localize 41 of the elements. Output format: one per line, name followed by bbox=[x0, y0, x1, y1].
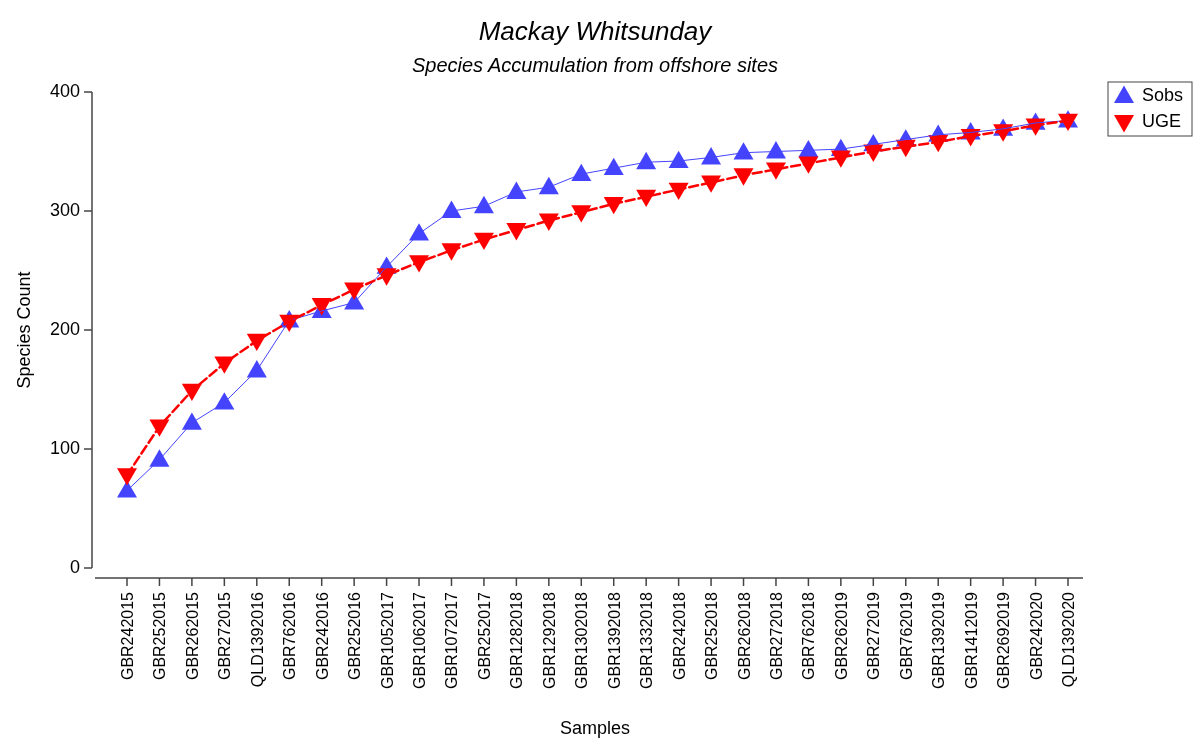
x-tick-label: GBR262015 bbox=[183, 591, 201, 681]
x-tick-label: GBR272015 bbox=[216, 591, 234, 681]
x-tick-label: GBR262019 bbox=[832, 591, 850, 681]
x-tick-label: GBR242015 bbox=[119, 591, 136, 681]
x-tick-label: GBR1292018 bbox=[540, 591, 558, 689]
x-tick-label: GBR242016 bbox=[313, 591, 331, 681]
x-axis-title: Samples bbox=[559, 718, 631, 738]
chart-subtitle: Species Accumulation from offshore sites bbox=[411, 54, 779, 76]
y-tick-label: 100 bbox=[49, 437, 80, 458]
y-tick-label: 300 bbox=[49, 199, 80, 220]
y-tick-label: 200 bbox=[49, 318, 80, 339]
x-tick-label: GBR242020 bbox=[1027, 591, 1045, 681]
x-tick-label: GBR1392018 bbox=[605, 591, 623, 689]
x-tick-label: GBR272018 bbox=[767, 591, 785, 681]
x-tick-label: GBR262018 bbox=[735, 591, 753, 681]
x-tick-label: GBR1332018 bbox=[638, 591, 656, 689]
chart-title: Mackay Whitsunday bbox=[478, 16, 714, 46]
legend-label: UGE bbox=[1142, 110, 1182, 131]
x-tick-label: GBR252016 bbox=[346, 591, 364, 681]
x-tick-label: GBR762018 bbox=[800, 591, 818, 681]
y-tick-label: 0 bbox=[69, 556, 80, 577]
x-tick-label: GBR2692019 bbox=[995, 591, 1013, 689]
x-tick-label: QLD1392020 bbox=[1060, 591, 1077, 688]
x-tick-label: GBR272019 bbox=[865, 591, 883, 681]
x-tick-label: GBR1302018 bbox=[573, 591, 591, 689]
x-tick-label: GBR1062017 bbox=[411, 591, 429, 689]
x-tick-label: GBR1052017 bbox=[378, 591, 396, 689]
legend-label: Sobs bbox=[1142, 84, 1184, 105]
x-tick-label: GBR252018 bbox=[703, 591, 721, 681]
y-axis-title: Species Count bbox=[14, 271, 34, 389]
x-tick-label: GBR1282018 bbox=[508, 591, 526, 689]
x-tick-label: GBR762019 bbox=[897, 591, 915, 681]
x-tick-label: GBR1392019 bbox=[930, 591, 948, 689]
y-tick-label: 400 bbox=[49, 80, 80, 101]
x-tick-label: GBR1412019 bbox=[962, 591, 980, 689]
x-tick-label: GBR762016 bbox=[281, 591, 299, 681]
x-tick-label: GBR252015 bbox=[151, 591, 169, 681]
x-tick-label: GBR242018 bbox=[670, 591, 688, 681]
x-tick-label: GBR1072017 bbox=[443, 591, 461, 689]
x-tick-label: GBR252017 bbox=[475, 591, 493, 681]
x-tick-label: QLD1392016 bbox=[248, 591, 266, 688]
